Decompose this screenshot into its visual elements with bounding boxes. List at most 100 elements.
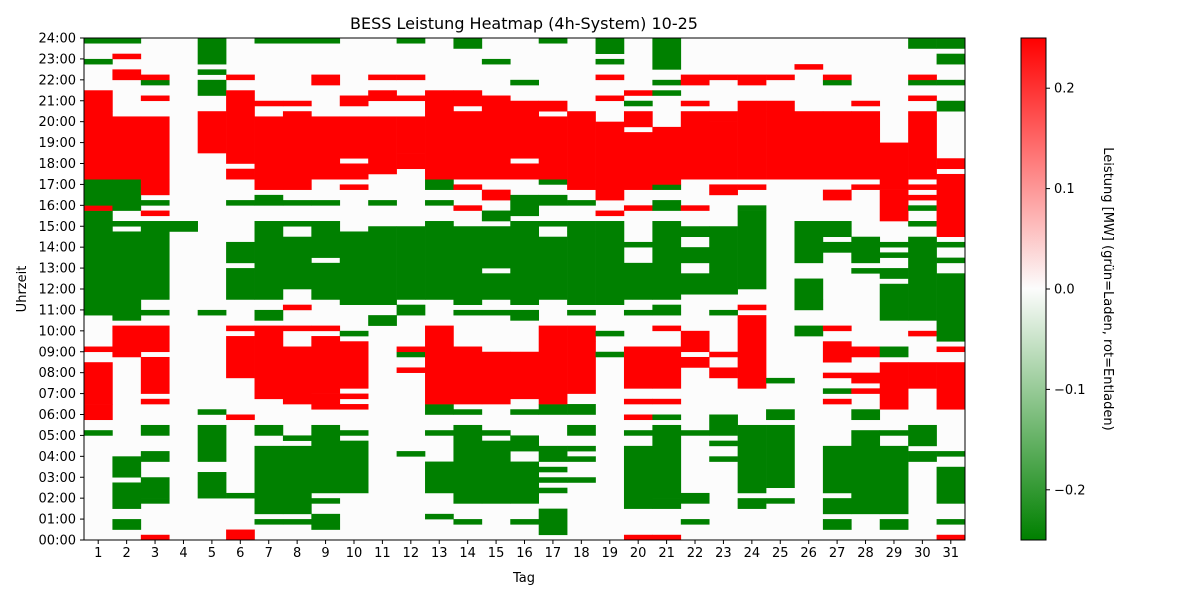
heatmap-cell [140,398,170,405]
heatmap-cell [879,252,909,258]
heatmap-cell [368,315,397,326]
heatmap-cell [425,90,454,112]
heatmap-cell [822,126,852,180]
x-tick-label: 12 [403,546,420,561]
heatmap-cell [936,38,966,49]
heatmap-cell [453,111,483,180]
heatmap-cell [311,424,341,494]
heatmap-cell [510,409,540,415]
heatmap-cell [510,351,540,400]
heatmap-cell [510,194,540,217]
y-tick-label: 17:00 [39,178,76,193]
heatmap-cell [254,194,284,206]
colorbar-tick-label: 0.1 [1054,182,1075,197]
heatmap-cell [822,498,852,515]
heatmap-cell [709,367,738,379]
heatmap-cell [282,236,312,290]
heatmap-cell [339,184,369,190]
heatmap-cell [112,53,142,60]
heatmap-cell [879,445,909,515]
heatmap-cell [140,451,170,462]
heatmap-cell [879,519,909,530]
heatmap-cell [311,393,341,410]
heatmap-cell [396,153,426,170]
heatmap-cell [226,268,255,300]
heatmap-cell [510,309,540,321]
y-tick-label: 08:00 [39,366,76,381]
heatmap-cell [396,74,426,81]
x-tick-label: 18 [573,546,590,561]
heatmap-cell [254,445,284,515]
heatmap-cells [84,38,966,541]
heatmap-cell [766,74,795,81]
heatmap-cell [84,205,113,211]
heatmap-cell [311,200,341,206]
heatmap-cell [311,513,341,530]
heatmap-cell [339,231,369,290]
heatmap-cell [567,456,596,462]
heatmap-cell [737,205,767,211]
heatmap-cell [453,205,483,211]
heatmap-cell [879,362,909,389]
y-tick-label: 03:00 [39,471,76,486]
heatmap-cell [908,221,937,227]
x-tick-label: 3 [151,546,159,561]
heatmap-cell [140,79,170,86]
heatmap-cell [453,309,483,316]
heatmap-cell [567,111,596,180]
heatmap-cell [254,325,284,400]
heatmap-cell [879,268,909,279]
heatmap-cell [140,74,170,81]
heatmap-cell [680,111,710,180]
x-tick-label: 17 [545,546,562,561]
heatmap-cell [709,351,738,358]
heatmap-cell [425,513,454,520]
heatmap-cell [936,158,966,170]
heatmap-cell [311,116,341,180]
heatmap-cell [84,38,113,44]
heatmap-cell [112,69,142,81]
heatmap-cell [197,79,227,96]
heatmap-cell [652,534,682,541]
x-axis-label: Tag [512,571,535,586]
heatmap-cell [84,210,113,227]
heatmap-cell [339,289,369,305]
heatmap-cell [623,132,653,180]
heatmap-cell [936,492,966,504]
heatmap-cell [822,221,852,238]
heatmap-cell [510,163,540,180]
x-tick-label: 20 [630,546,647,561]
heatmap-cell [538,100,568,112]
heatmap-cell [226,200,255,206]
heatmap-cell [567,309,596,316]
heatmap-cell [567,341,596,394]
colorbar-tick-label: 0.2 [1054,82,1075,97]
heatmap-cell [368,74,397,81]
heatmap-cell [851,388,881,394]
heatmap-cell [794,221,824,264]
heatmap-cell [84,430,113,436]
heatmap-cell [936,466,966,494]
heatmap-cell [851,409,881,421]
heatmap-cell [169,226,198,232]
y-tick-label: 15:00 [39,220,76,235]
x-tick-label: 31 [943,546,960,561]
heatmap-cell [936,173,966,238]
heatmap-cell [567,404,596,415]
heatmap-cell [282,445,312,515]
heatmap-cell [936,519,966,525]
heatmap-cell [453,226,483,305]
heatmap-cell [851,100,881,107]
heatmap-cell [879,241,909,248]
heatmap-cell [339,440,369,494]
x-tick-label: 16 [516,546,533,561]
heatmap-cell [368,200,397,206]
heatmap-cell [851,346,881,353]
heatmap-cell [339,116,369,159]
heatmap-cell [453,346,483,405]
heatmap-cell [936,100,966,112]
heatmap-cell [396,346,426,353]
x-tick-label: 26 [800,546,817,561]
colorbar: −0.2 −0.1 0.0 0.1 0.2 Leistung [MW] (grün=La… [1020,37,1115,541]
heatmap-cell [481,351,511,405]
